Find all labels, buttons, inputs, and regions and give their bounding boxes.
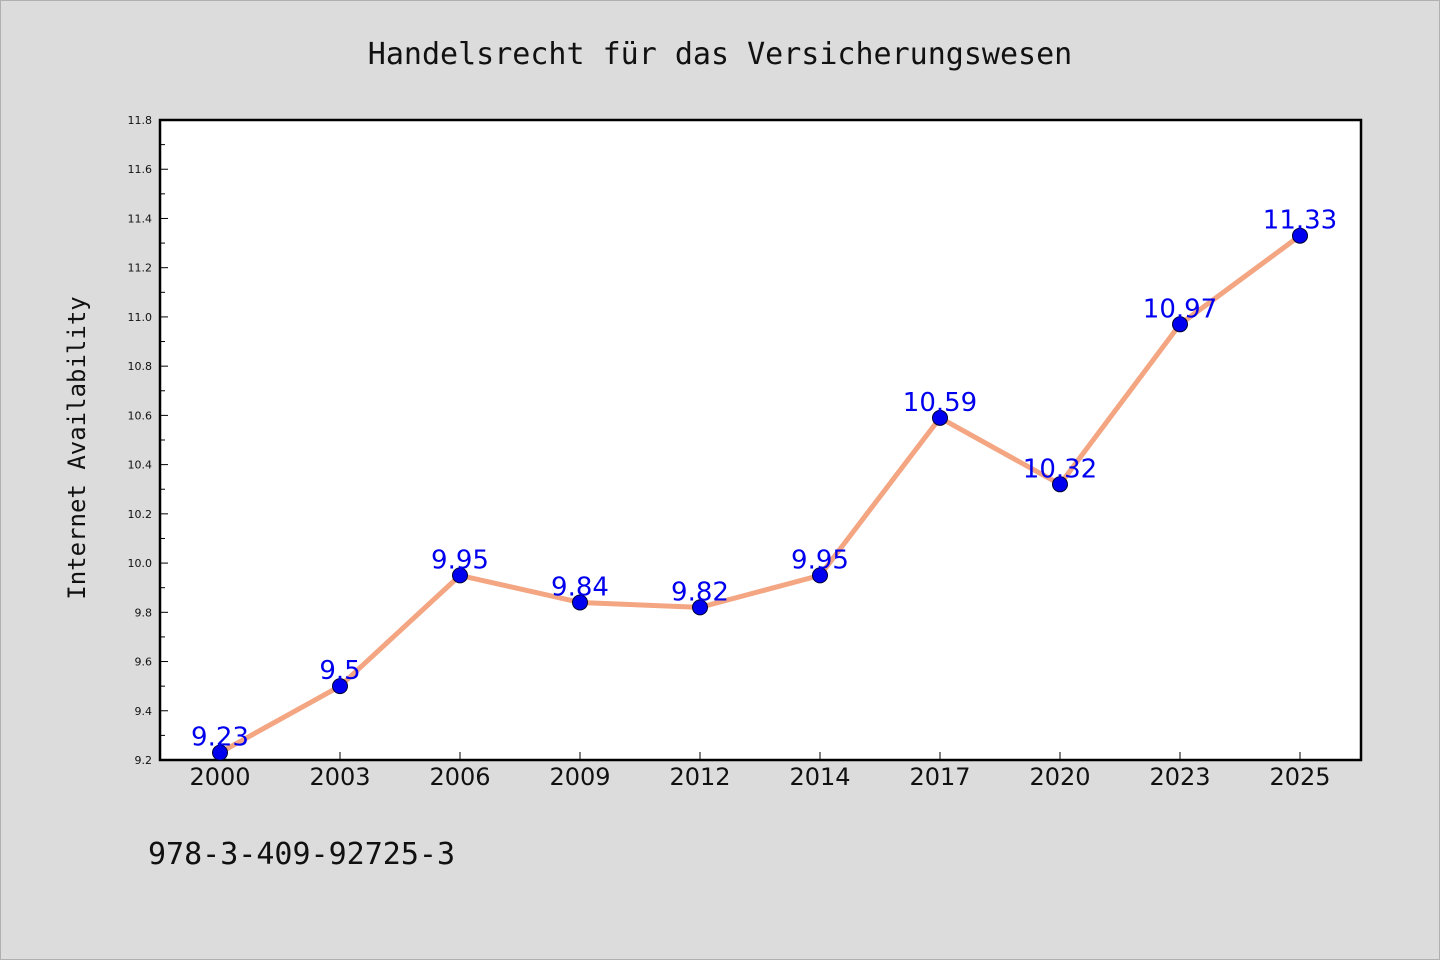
y-tick-label: 9.2	[135, 754, 153, 767]
data-point	[1052, 476, 1068, 493]
data-point	[812, 567, 828, 584]
data-label: 9.5	[319, 656, 360, 686]
y-tick-label: 9.4	[135, 705, 153, 718]
y-tick-label: 11.4	[128, 212, 153, 225]
data-point	[212, 744, 228, 761]
data-point	[1172, 316, 1188, 333]
axis-ticks: 9.2 9.4 9.6 9.8 10.0 10.2 10.4 10.6 10.8 11.0 11.2…	[128, 114, 1331, 791]
series-line	[217, 233, 1303, 756]
data-label: 9.95	[791, 545, 849, 575]
x-tick-label: 2000	[189, 763, 250, 791]
x-tick-label: 2014	[789, 763, 850, 791]
y-tick-label: 10.2	[128, 508, 153, 521]
y-tick-label: 10.8	[128, 360, 153, 373]
y-tick-label: 10.0	[128, 557, 153, 570]
y-tick-label: 10.6	[128, 409, 153, 422]
data-point	[572, 594, 588, 611]
y-tick-label: 9.8	[135, 606, 153, 619]
data-label: 10.59	[903, 388, 977, 418]
x-tick-label: 2006	[429, 763, 490, 791]
plot-area	[158, 118, 1363, 762]
data-point	[692, 599, 708, 616]
y-tick-label: 10.4	[128, 459, 153, 472]
marker-layer	[212, 227, 1308, 761]
y-tick-label: 11.2	[128, 262, 153, 275]
data-point	[1292, 227, 1308, 244]
x-tick-label: 2009	[549, 763, 610, 791]
x-tick-label: 2025	[1269, 763, 1330, 791]
x-tick-label: 2003	[309, 763, 370, 791]
y-tick-label: 11.0	[128, 311, 153, 324]
data-point	[932, 409, 948, 426]
data-label: 10.97	[1143, 294, 1217, 324]
data-point	[332, 678, 348, 695]
x-tick-label: 2012	[669, 763, 730, 791]
data-label: 11.33	[1263, 206, 1337, 236]
data-label: 9.23	[191, 723, 249, 753]
y-axis-label: Internet Availability	[63, 296, 91, 599]
isbn-text: 978-3-409-92725-3	[148, 837, 455, 872]
x-tick-label: 2020	[1029, 763, 1090, 791]
series-line-layer	[217, 233, 1303, 756]
data-label: 9.84	[551, 572, 609, 602]
x-tick-label: 2023	[1149, 763, 1210, 791]
y-tick-label: 11.8	[128, 114, 153, 127]
y-tick-label: 9.6	[135, 656, 153, 669]
chart-title: Handelsrecht für das Versicherungswesen	[368, 37, 1072, 72]
data-label: 10.32	[1023, 454, 1097, 484]
data-label: 9.95	[431, 545, 489, 575]
data-label: 9.82	[671, 577, 729, 607]
y-tick-label: 11.6	[128, 163, 153, 176]
data-point	[452, 567, 468, 584]
x-tick-label: 2017	[909, 763, 970, 791]
data-label-layer: 9.23 9.5 9.95 9.84 9.82 9.95 10.59 10.32 10.97 11…	[191, 206, 1337, 753]
